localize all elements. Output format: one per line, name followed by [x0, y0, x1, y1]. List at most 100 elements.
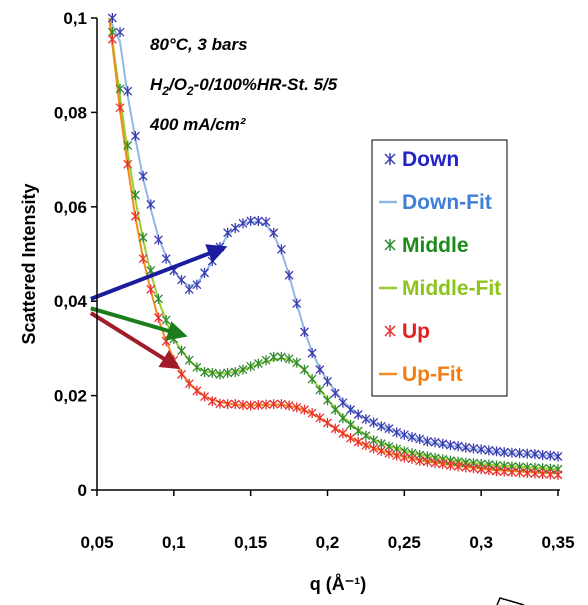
x-tick-label: 0,05	[80, 533, 113, 552]
annotation-sub-1: 2	[161, 84, 169, 98]
data-point-middle	[353, 426, 363, 436]
data-point-up	[438, 459, 448, 470]
data-point-down	[261, 216, 271, 227]
data-point-down	[269, 227, 279, 238]
data-point-middle	[215, 369, 225, 380]
data-point-down	[484, 445, 494, 456]
legend-label: Middle-Fit	[402, 277, 501, 300]
data-point-down	[545, 450, 555, 461]
data-point-middle	[169, 333, 179, 344]
data-point-up	[246, 400, 256, 411]
data-point-down	[530, 449, 540, 460]
series-line-down-fit	[108, 17, 559, 457]
data-point-up	[369, 443, 379, 454]
annotation-o: /O	[168, 75, 187, 94]
data-point-down	[323, 376, 332, 387]
data-point-up	[323, 417, 332, 428]
x-tick-label: 0,35	[541, 533, 574, 552]
data-point-down	[445, 440, 455, 451]
data-point-down	[238, 218, 248, 229]
data-point-middle	[246, 361, 256, 372]
data-point-up	[292, 402, 302, 413]
data-point-up	[469, 463, 478, 474]
data-point-down	[469, 443, 478, 454]
data-point-down	[422, 436, 432, 447]
data-point-down	[192, 279, 202, 290]
data-point-down	[207, 256, 217, 267]
data-point-down	[353, 409, 363, 420]
legend-item-up-fit: Up-Fit	[379, 363, 463, 386]
annotation-h: H	[150, 75, 163, 94]
y-tick-label: 0,04	[54, 292, 88, 311]
data-point-down	[553, 451, 563, 462]
x-tick-label: 0,3	[469, 533, 493, 552]
data-point-up	[299, 404, 309, 415]
annotation-gas-humidity: H2/O2-0/100%HR-St. 5/5	[150, 75, 338, 98]
legend-item-middle: Middle	[384, 234, 469, 257]
data-point-middle	[207, 367, 217, 378]
y-tick-label: 0,1	[63, 9, 87, 28]
legend: Down Down-Fit Middle Middle-Fit Up Up-Fit	[371, 139, 508, 397]
data-point-middle	[284, 353, 294, 364]
data-point-up	[269, 399, 279, 410]
data-point-middle	[330, 404, 340, 415]
data-point-up	[430, 458, 440, 469]
data-point-middle	[307, 374, 317, 385]
data-point-down	[399, 429, 409, 440]
data-point-up	[177, 369, 186, 380]
data-point-down	[292, 298, 302, 309]
data-point-down	[177, 274, 186, 285]
blue-arrow	[90, 244, 228, 301]
data-point-up	[130, 211, 140, 222]
data-point-up	[384, 448, 394, 459]
legend-item-down-fit: Down-Fit	[379, 191, 492, 214]
data-point-up	[207, 396, 217, 407]
data-point-up	[276, 399, 286, 410]
x-tick-label: 0,2	[316, 533, 340, 552]
data-point-up	[499, 466, 509, 477]
data-point-middle	[269, 351, 279, 362]
data-point-up	[107, 34, 117, 45]
data-point-down	[522, 448, 532, 459]
y-axis-title: Scattered Intensity	[19, 183, 39, 344]
data-point-down	[430, 437, 440, 448]
legend-item-middle-fit: Middle-Fit	[379, 277, 501, 300]
data-point-down	[476, 444, 486, 455]
data-point-up	[445, 460, 455, 471]
data-point-middle	[261, 355, 271, 366]
legend-item-up: Up	[384, 320, 430, 343]
data-point-up	[161, 336, 171, 347]
y-tick-label: 0	[78, 481, 87, 500]
data-point-down	[369, 417, 379, 428]
data-point-middle	[292, 357, 302, 368]
data-point-down	[346, 404, 356, 415]
annotation-arrows	[89, 244, 228, 370]
data-point-up	[184, 378, 194, 389]
data-point-down	[407, 432, 417, 443]
data-point-up	[415, 455, 425, 466]
data-point-down	[154, 234, 163, 245]
data-point-down	[130, 131, 140, 141]
data-point-up	[353, 436, 363, 447]
y-tick-label: 0,06	[54, 198, 87, 217]
data-point-middle	[276, 351, 286, 362]
data-point-down	[246, 215, 256, 226]
data-point-down	[392, 427, 402, 438]
data-point-down	[376, 421, 386, 432]
green-arrow	[90, 306, 188, 341]
data-point-down	[338, 397, 348, 408]
data-point-down	[299, 326, 309, 337]
data-point-up	[200, 391, 210, 402]
data-point-down	[499, 447, 509, 458]
data-point-middle	[315, 384, 325, 395]
data-point-up	[330, 423, 340, 434]
data-point-middle	[338, 413, 348, 424]
data-point-middle	[200, 367, 210, 377]
data-point-up	[515, 467, 525, 478]
annotation-current-density: 400 mA/cm²	[149, 115, 247, 134]
data-point-up	[146, 284, 156, 295]
plot-area	[107, 13, 563, 480]
annotation-temperature-pressure: 80°C, 3 bars	[150, 35, 248, 54]
legend-swatch-marker	[384, 153, 396, 165]
data-point-middle	[115, 83, 125, 94]
